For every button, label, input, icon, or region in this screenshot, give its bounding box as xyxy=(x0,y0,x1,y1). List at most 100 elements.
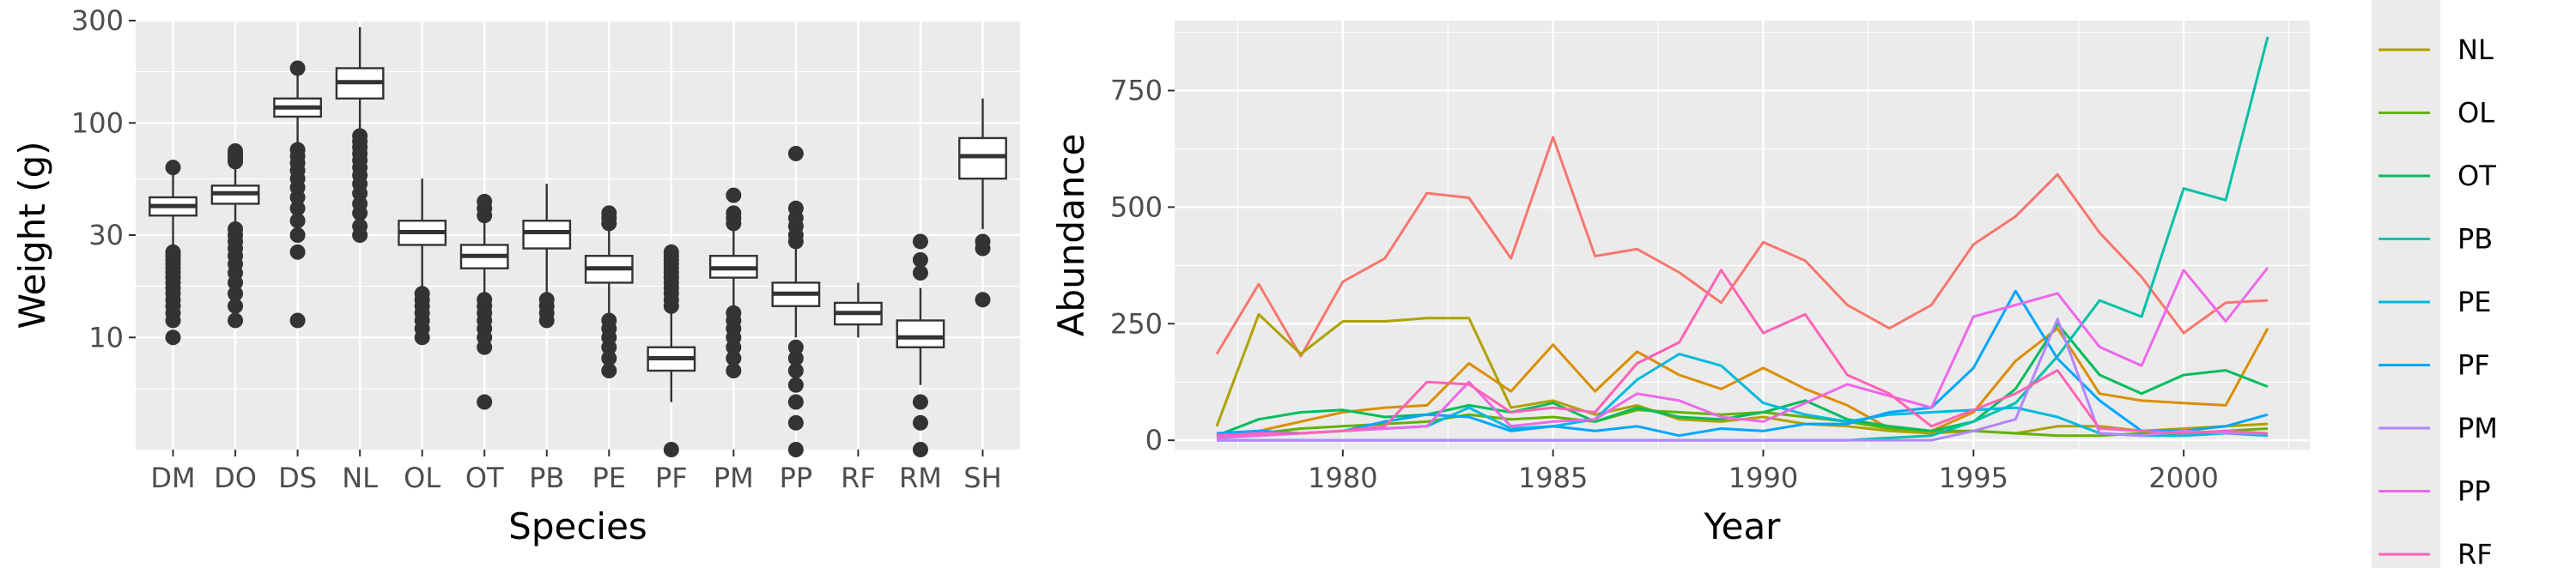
legend-item-pe: PE xyxy=(2379,286,2492,318)
boxplot-x-tick-label: RF xyxy=(841,462,876,494)
box-outlier xyxy=(912,414,928,431)
box-outlier xyxy=(975,292,991,308)
box-outlier xyxy=(787,414,804,431)
box-outlier xyxy=(289,213,306,229)
box-outlier xyxy=(601,350,617,366)
line-y-tick-label: 750 xyxy=(1110,75,1163,107)
line-x-tick-label: 2000 xyxy=(2148,462,2218,494)
box-ol xyxy=(398,178,447,346)
box-ds xyxy=(273,60,322,329)
legend-item-rf: RF xyxy=(2379,538,2493,568)
legend-item-pm: PM xyxy=(2379,412,2498,444)
box-outlier xyxy=(726,350,742,366)
box-outlier xyxy=(352,218,368,234)
box-outlier xyxy=(726,187,742,203)
box-rm xyxy=(896,233,945,457)
boxplot-y-ticks: 10 30 100 300 xyxy=(71,4,136,353)
boxplot-x-ticks: DM DO DS NL OL OT PB PE PF PM PP RF RM SH xyxy=(150,450,1002,494)
box-sh xyxy=(958,98,1007,308)
legend-label: OT xyxy=(2458,160,2496,192)
box-outlier xyxy=(414,286,430,302)
box-outlier xyxy=(975,233,991,250)
box-outlier xyxy=(289,60,306,76)
box-pp xyxy=(771,145,821,457)
line-x-axis-title: Year xyxy=(1704,505,1782,547)
boxplot-x-tick-label: PF xyxy=(655,462,688,494)
series-line-2 xyxy=(1216,327,2269,439)
boxplot-y-tick-label: 100 xyxy=(71,106,124,139)
series-line-pm xyxy=(1217,317,2268,442)
series-line-pp xyxy=(1216,267,2269,439)
line-gridlines xyxy=(1175,21,2310,450)
boxplot-y-tick-label: 30 xyxy=(88,219,124,251)
legend-item-nl: NL xyxy=(2379,33,2494,66)
line-y-tick-label: 0 xyxy=(1145,424,1163,456)
line-x-ticks: 1980 1985 1990 1995 2000 xyxy=(1308,450,2219,494)
box-iqr xyxy=(522,220,572,250)
box-outlier xyxy=(787,377,804,393)
series-line-ol xyxy=(1216,408,2269,439)
box-outlier xyxy=(477,394,493,410)
box-outlier xyxy=(787,363,804,379)
series-line-ot xyxy=(1216,322,2269,438)
legend-item-pf: PF xyxy=(2379,349,2490,382)
box-ot xyxy=(459,193,509,410)
line-y-tick-label: 500 xyxy=(1110,190,1163,223)
legend-label: RF xyxy=(2458,538,2493,568)
boxplot-x-tick-label: RM xyxy=(899,462,942,494)
line-x-tick-label: 1990 xyxy=(1728,462,1798,494)
legend-label: PF xyxy=(2458,349,2490,382)
box-iqr xyxy=(958,136,1007,180)
box-outlier xyxy=(726,363,742,379)
boxplot-x-tick-label: PM xyxy=(714,462,754,494)
box-outlier xyxy=(663,244,679,260)
box-outlier xyxy=(726,305,742,321)
box-outlier xyxy=(477,193,493,209)
box-outlier xyxy=(912,394,928,410)
boxplot-x-tick-label: PB xyxy=(529,462,564,494)
series-line-1 xyxy=(1215,136,2269,358)
box-outlier xyxy=(352,128,368,144)
box-do xyxy=(210,142,260,329)
line-x-tick-label: 1985 xyxy=(1518,462,1588,494)
box-outlier xyxy=(228,142,244,159)
box-outlier xyxy=(165,160,181,176)
box-outlier xyxy=(289,142,306,158)
box-outlier xyxy=(787,350,804,366)
boxplot-x-tick-label: OL xyxy=(404,462,440,494)
box-outlier xyxy=(289,244,306,260)
box-outlier xyxy=(228,298,244,314)
box-outlier xyxy=(912,265,928,281)
legend-label: PP xyxy=(2458,475,2491,508)
boxplot-x-tick-label: OT xyxy=(465,462,504,494)
line-y-axis-title: Abundance xyxy=(1050,134,1092,337)
box-outlier xyxy=(787,145,804,161)
boxplot-x-tick-label: DO xyxy=(214,462,257,494)
boxplot-x-tick-label: NL xyxy=(342,462,378,494)
box-outlier xyxy=(289,227,306,243)
box-outlier xyxy=(165,329,181,346)
boxplot-y-tick-label: 300 xyxy=(71,4,124,37)
legend-label: PM xyxy=(2458,412,2498,444)
box-outlier xyxy=(912,233,928,250)
boxplot-x-tick-label: DS xyxy=(278,462,317,494)
box-outlier xyxy=(228,221,244,237)
line-series xyxy=(1215,36,2269,442)
boxplot-x-axis-title: Species xyxy=(508,505,647,547)
line-x-tick-label: 1980 xyxy=(1308,462,1377,494)
box-outlier xyxy=(912,251,928,268)
boxplot-y-axis-title: Weight (g) xyxy=(11,141,53,329)
legend-items: NL OL OT PB PE PF PM PP RF xyxy=(2379,33,2498,568)
box-outlier xyxy=(228,286,244,302)
box-outlier xyxy=(787,394,804,410)
legend-item-ol: OL xyxy=(2379,97,2494,130)
box-outlier xyxy=(787,200,804,216)
boxplot-x-tick-label: PE xyxy=(592,462,627,494)
boxplot-y-tick-label: 10 xyxy=(88,321,124,353)
boxplot-x-tick-label: PP xyxy=(780,462,813,494)
box-outlier xyxy=(289,200,306,216)
boxplot-x-tick-label: DM xyxy=(150,462,195,494)
box-nl xyxy=(335,27,385,243)
box-outlier xyxy=(601,312,617,329)
